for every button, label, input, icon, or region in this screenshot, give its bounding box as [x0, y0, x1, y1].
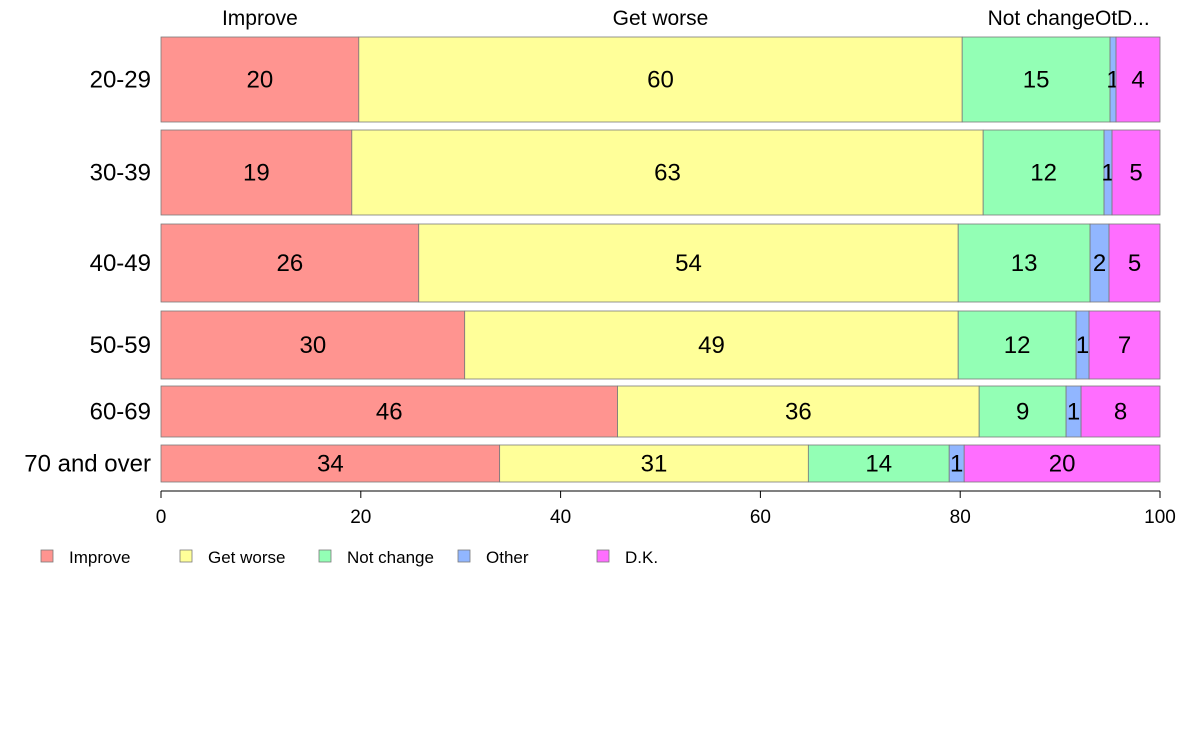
data-label-30-39-d-k: 5 — [1129, 160, 1142, 187]
data-label-40-49-other: 2 — [1093, 250, 1106, 277]
legend-swatch-d-k — [596, 549, 610, 563]
x-tick-label-0: 0 — [156, 507, 167, 528]
data-label-30-39-get-worse: 63 — [654, 160, 681, 187]
bar-50-59-get-worse — [464, 310, 959, 380]
x-tick-label-60: 60 — [750, 507, 771, 528]
data-label-30-39-other: 1 — [1101, 160, 1114, 187]
data-label-50-59-other: 1 — [1076, 332, 1089, 359]
data-label-30-39-improve: 19 — [243, 160, 270, 187]
bar-70-and-over-get-worse — [499, 444, 809, 483]
bar-60-69-not-change — [978, 385, 1067, 438]
top-labels: Improve Get worse Not change Ot D... — [222, 7, 1150, 30]
data-label-60-69-d-k: 8 — [1114, 399, 1127, 426]
x-tick-label-20: 20 — [350, 507, 371, 528]
legend-swatch-not-change — [318, 549, 332, 563]
category-label-70-and-over: 70 and over — [24, 451, 151, 478]
data-label-50-59-d-k: 7 — [1118, 332, 1131, 359]
bar-70-and-over-improve — [160, 444, 501, 483]
x-tick-label-40: 40 — [550, 507, 571, 528]
data-label-30-39-not-change: 12 — [1030, 160, 1057, 187]
data-label-20-29-get-worse: 60 — [647, 67, 674, 94]
data-label-70-and-over-d-k: 20 — [1049, 451, 1076, 478]
legend-label-d-k: D.K. — [625, 548, 658, 567]
data-label-60-69-get-worse: 36 — [785, 399, 812, 426]
bar-30-39-get-worse — [351, 129, 984, 216]
data-label-50-59-improve: 30 — [299, 332, 326, 359]
bar-30-39-improve — [160, 129, 353, 216]
bars: 20 60 15 1 419 63 12 1 526 54 13 2 530 49 12 1 746 36 9 1 83… — [160, 36, 1161, 483]
legend-label-improve: Improve — [69, 548, 130, 567]
category-label-50-59: 50-59 — [90, 332, 151, 359]
category-labels: 20-29 30-39 40-49 50-59 60-69 70 and over — [24, 67, 151, 478]
top-label-ot: Ot — [1095, 7, 1117, 30]
bar-30-39-d-k — [1111, 129, 1161, 216]
top-label-get-worse: Get worse — [613, 7, 709, 30]
data-label-20-29-not-change: 15 — [1023, 67, 1050, 94]
legend-swatch-improve — [40, 549, 54, 563]
bar-20-29-d-k — [1115, 36, 1161, 123]
data-label-50-59-get-worse: 49 — [698, 332, 725, 359]
legend: Improve Get worse Not change Other D.K. — [40, 548, 658, 567]
legend-swatch-get-worse — [179, 549, 193, 563]
category-label-60-69: 60-69 — [90, 399, 151, 426]
data-label-40-49-get-worse: 54 — [675, 250, 702, 277]
category-label-30-39: 30-39 — [90, 160, 151, 187]
bar-70-and-over-not-change — [807, 444, 950, 483]
data-label-70-and-over-improve: 34 — [317, 451, 344, 478]
legend-label-not-change: Not change — [347, 548, 434, 567]
data-label-60-69-not-change: 9 — [1016, 399, 1029, 426]
bar-20-29-get-worse — [358, 36, 963, 123]
bar-40-49-get-worse — [418, 223, 959, 303]
bar-60-69-d-k — [1080, 385, 1161, 438]
bar-40-49-not-change — [957, 223, 1091, 303]
data-label-70-and-over-get-worse: 31 — [641, 451, 668, 478]
legend-label-other: Other — [486, 548, 529, 567]
data-label-60-69-other: 1 — [1067, 399, 1080, 426]
data-label-50-59-not-change: 12 — [1004, 332, 1031, 359]
data-label-40-49-d-k: 5 — [1128, 250, 1141, 277]
x-axis: 0 20 40 60 80 100 — [156, 490, 1176, 528]
bar-60-69-get-worse — [617, 385, 980, 438]
data-label-70-and-over-not-change: 14 — [865, 451, 892, 478]
category-label-20-29: 20-29 — [90, 67, 151, 94]
data-label-20-29-d-k: 4 — [1131, 67, 1144, 94]
data-label-40-49-not-change: 13 — [1011, 250, 1038, 277]
bar-50-59-improve — [160, 310, 466, 380]
bar-20-29-improve — [160, 36, 360, 123]
data-label-70-and-over-other: 1 — [950, 451, 963, 478]
bar-50-59-not-change — [957, 310, 1077, 380]
legend-swatch-other — [457, 549, 471, 563]
bar-20-29-not-change — [961, 36, 1111, 123]
legend-label-get-worse: Get worse — [208, 548, 285, 567]
x-tick-label-100: 100 — [1144, 507, 1176, 528]
bar-40-49-d-k — [1108, 223, 1161, 303]
bar-70-and-over-d-k — [963, 444, 1161, 483]
bar-60-69-improve — [160, 385, 618, 438]
top-label-not-change: Not change — [988, 7, 1095, 30]
bar-30-39-not-change — [982, 129, 1105, 216]
top-label-d: D... — [1117, 7, 1150, 30]
x-tick-label-80: 80 — [950, 507, 971, 528]
data-label-20-29-improve: 20 — [247, 67, 274, 94]
top-label-improve: Improve — [222, 7, 298, 30]
category-label-40-49: 40-49 — [90, 250, 151, 277]
data-label-40-49-improve: 26 — [277, 250, 304, 277]
data-label-60-69-improve: 46 — [376, 399, 403, 426]
bar-50-59-d-k — [1088, 310, 1161, 380]
